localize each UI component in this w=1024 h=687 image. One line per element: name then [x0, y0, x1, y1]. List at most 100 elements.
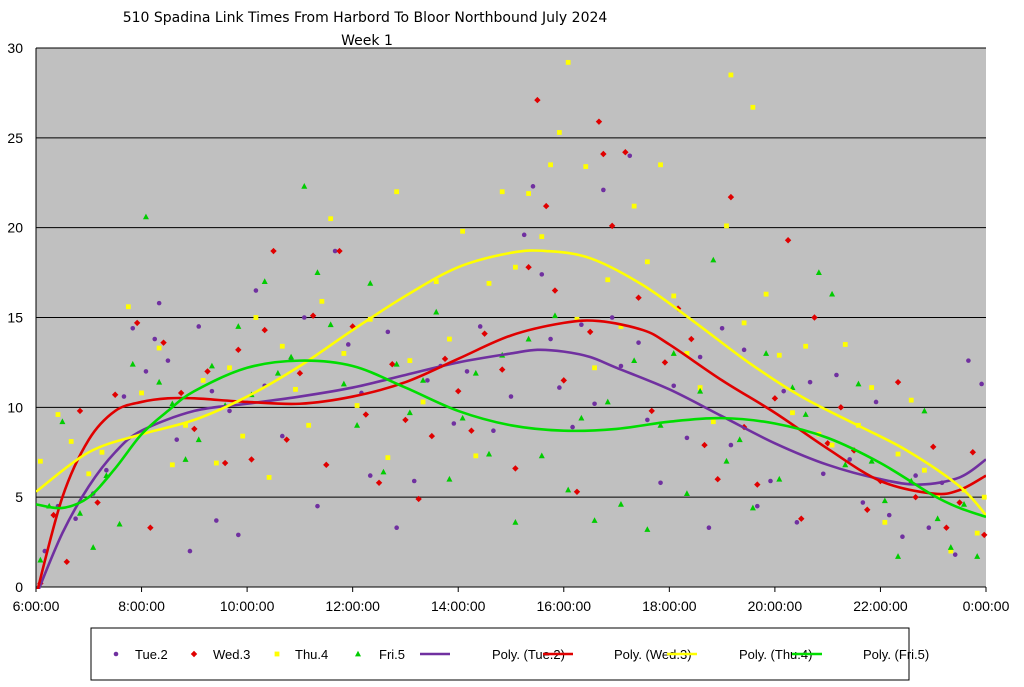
point-wed-3	[688, 335, 695, 343]
point-wed-3	[133, 319, 141, 327]
point-tue-2	[156, 300, 162, 306]
point-wed-3	[595, 118, 603, 125]
point-wed-3	[481, 330, 488, 337]
point-tue-2	[609, 315, 615, 320]
point-wed-3	[608, 222, 616, 230]
point-wed-3	[283, 436, 290, 443]
x-tick-label: 6:00:00	[13, 598, 60, 614]
axes	[35, 48, 987, 592]
point-tue-2	[645, 417, 650, 423]
point-fri-5	[578, 414, 585, 421]
point-fri-5	[446, 475, 453, 482]
point-thu-4	[499, 189, 505, 195]
point-tue-2	[671, 383, 677, 389]
point-fri-5	[354, 422, 361, 428]
legend-label-poly-tue-2: Poly. (Tue.2)	[492, 647, 565, 662]
point-wed-3	[551, 287, 559, 294]
legend: Tue.2 Wed.3 Thu.4 Fri.5 Poly. (Tue.2) Poly. (…	[113, 647, 929, 662]
point-tue-2	[367, 473, 373, 478]
point-tue-2	[451, 421, 457, 426]
point-tue-2	[926, 525, 932, 531]
point-thu-4	[631, 203, 637, 209]
point-thu-4	[592, 365, 597, 371]
point-fri-5	[868, 457, 875, 464]
x-tick-label: 22:00:00	[853, 598, 908, 614]
point-tue-2	[121, 394, 127, 399]
point-thu-4	[526, 191, 531, 196]
point-wed-3	[981, 531, 988, 539]
point-tue-2	[464, 369, 470, 374]
point-thu-4	[139, 390, 144, 396]
point-thu-4	[183, 422, 188, 428]
point-fri-5	[657, 422, 664, 428]
point-wed-3	[296, 369, 304, 377]
point-fri-5	[512, 519, 519, 525]
point-tue-2	[697, 354, 703, 360]
point-fri-5	[327, 321, 334, 328]
point-tue-2	[636, 340, 641, 345]
point-fri-5	[538, 452, 545, 459]
point-wed-3	[969, 449, 977, 456]
point-thu-4	[697, 385, 703, 390]
legend-label-wed-3: Wed.3	[213, 647, 250, 662]
point-wed-3	[147, 524, 154, 531]
legend-label-tue-2: Tue.2	[135, 647, 168, 662]
point-fri-5	[921, 407, 928, 414]
point-thu-4	[200, 377, 206, 383]
point-tue-2	[315, 503, 320, 509]
point-fri-5	[90, 544, 97, 550]
point-thu-4	[407, 358, 413, 364]
point-thu-4	[433, 279, 439, 284]
x-tick-label: 0:00:00	[963, 598, 1010, 614]
point-tue-2	[236, 532, 241, 538]
point-tue-2	[279, 433, 285, 439]
point-fri-5	[631, 357, 638, 364]
point-thu-4	[279, 343, 285, 349]
point-fri-5	[142, 213, 149, 220]
point-wed-3	[573, 488, 581, 495]
point-wed-3	[336, 247, 343, 255]
point-fri-5	[340, 380, 347, 387]
point-fri-5	[367, 280, 374, 286]
point-wed-3	[635, 294, 642, 301]
trendline-poly-thu-4	[36, 249, 986, 517]
point-fri-5	[116, 520, 123, 527]
point-thu-4	[556, 130, 562, 135]
point-thu-4	[319, 298, 325, 304]
point-thu-4	[750, 104, 756, 110]
point-wed-3	[221, 459, 229, 467]
point-wed-3	[754, 481, 761, 488]
point-thu-4	[658, 162, 663, 168]
point-thu-4	[895, 451, 901, 457]
y-tick-label: 5	[15, 489, 23, 505]
point-tue-2	[521, 232, 527, 238]
point-wed-3	[534, 96, 541, 104]
point-fri-5	[472, 369, 479, 376]
legend-marker-thu-4	[274, 651, 280, 657]
point-thu-4	[803, 343, 809, 349]
point-thu-4	[869, 385, 875, 390]
point-wed-3	[930, 443, 937, 451]
y-tick-label: 25	[7, 130, 23, 146]
point-tue-2	[754, 503, 760, 509]
point-tue-2	[332, 248, 338, 254]
point-tue-2	[508, 394, 514, 399]
point-thu-4	[240, 433, 246, 439]
point-tue-2	[539, 272, 545, 277]
point-tue-2	[741, 347, 747, 353]
point-wed-3	[864, 506, 871, 513]
legend-marker-tue-2	[113, 651, 119, 657]
point-wed-3	[622, 149, 629, 156]
point-fri-5	[420, 377, 427, 383]
point-tue-2	[301, 315, 307, 320]
point-wed-3	[648, 407, 655, 415]
point-wed-3	[824, 440, 831, 447]
point-wed-3	[771, 395, 779, 402]
point-thu-4	[394, 189, 400, 195]
point-fri-5	[683, 490, 690, 496]
point-wed-3	[177, 389, 185, 397]
point-tue-2	[873, 399, 879, 405]
point-thu-4	[473, 453, 479, 459]
point-fri-5	[961, 501, 968, 507]
point-fri-5	[314, 269, 321, 275]
